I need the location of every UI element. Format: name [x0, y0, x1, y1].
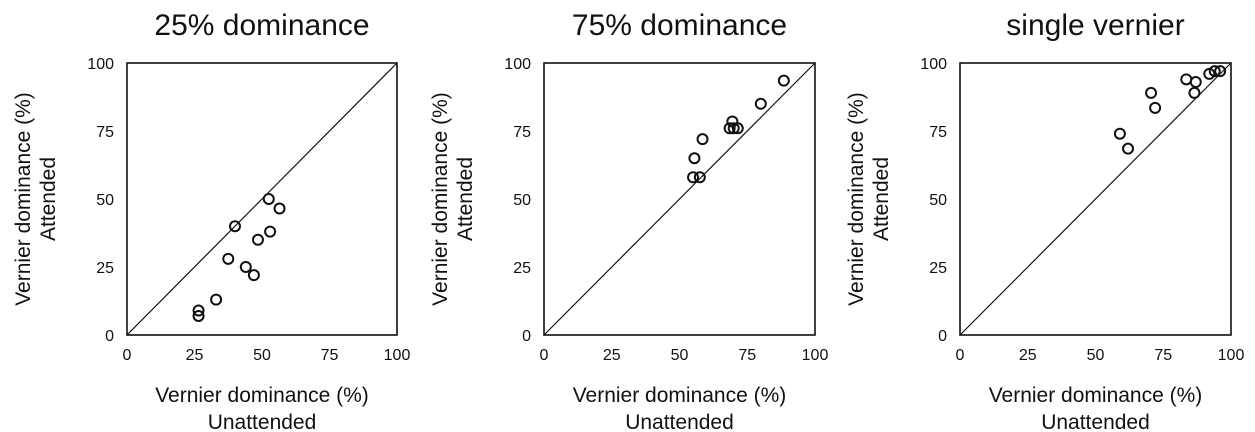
data-point: [1208, 65, 1221, 78]
y-tick-label: 100: [87, 56, 114, 73]
data-point: [777, 74, 790, 87]
y-tick-label: 75: [929, 124, 947, 141]
plot-frame: [543, 62, 816, 336]
x-tick-label: 25: [186, 347, 204, 364]
data-point: [1214, 65, 1227, 78]
data-point: [723, 122, 736, 135]
data-point: [222, 252, 235, 265]
y-tick-label: 25: [929, 260, 947, 277]
y-axis-label: Vernier dominance (%): [429, 92, 452, 306]
x-axis-label: Vernier dominance (%): [573, 384, 787, 407]
x-tick-label: 0: [540, 347, 549, 364]
data-point: [1149, 101, 1162, 114]
data-point: [247, 269, 260, 282]
data-point: [693, 171, 706, 184]
data-point: [687, 171, 700, 184]
x-tick-label: 75: [321, 347, 339, 364]
data-point: [264, 225, 277, 238]
y-tick-label: 100: [920, 56, 947, 73]
x-axis-label-secondary: Unattended: [1041, 411, 1150, 432]
chart-title: 75% dominance: [572, 9, 787, 42]
data-point: [262, 193, 275, 205]
identity-line: [543, 62, 816, 336]
y-tick-label: 75: [96, 124, 114, 141]
identity-line: [126, 62, 398, 336]
y-axis-label-secondary: Attended: [37, 157, 60, 241]
y-tick-label: 50: [96, 192, 114, 209]
y-tick-label: 0: [105, 328, 114, 345]
y-axis-label: Vernier dominance (%): [845, 92, 868, 306]
data-point: [273, 202, 286, 215]
data-point: [1122, 142, 1135, 155]
x-tick-label: 25: [603, 347, 621, 364]
data-point: [251, 233, 264, 246]
x-axis-label: Vernier dominance (%): [155, 384, 369, 407]
x-axis-label: Vernier dominance (%): [989, 384, 1203, 407]
y-tick-label: 0: [938, 328, 947, 345]
x-tick-label: 100: [384, 347, 411, 364]
x-tick-label: 100: [802, 347, 829, 364]
identity-line: [959, 62, 1232, 336]
y-tick-label: 0: [522, 328, 531, 345]
data-point: [210, 293, 223, 306]
y-axis-label: Vernier dominance (%): [12, 92, 35, 306]
y-tick-label: 75: [513, 124, 531, 141]
data-point: [727, 122, 740, 135]
x-tick-label: 75: [1154, 347, 1172, 364]
plot-frame: [959, 62, 1232, 336]
y-tick-label: 50: [929, 192, 947, 209]
y-tick-label: 25: [96, 260, 114, 277]
y-axis-label-secondary: Attended: [870, 157, 893, 241]
data-point: [1180, 73, 1193, 86]
data-point: [1145, 86, 1158, 99]
y-tick-label: 25: [513, 260, 531, 277]
y-tick-label: 50: [513, 192, 531, 209]
data-point: [192, 309, 205, 322]
data-point: [731, 122, 744, 135]
x-tick-label: 50: [253, 347, 271, 364]
x-tick-label: 50: [1087, 347, 1105, 364]
data-point: [688, 152, 701, 165]
data-point: [1113, 127, 1126, 140]
x-tick-label: 75: [738, 347, 756, 364]
x-tick-label: 0: [956, 347, 965, 364]
data-point: [1189, 76, 1202, 89]
data-point: [754, 97, 767, 110]
x-tick-label: 100: [1218, 347, 1245, 364]
data-point: [229, 220, 241, 233]
x-tick-label: 0: [123, 347, 132, 364]
data-point: [696, 133, 709, 146]
y-axis-label-secondary: Attended: [454, 157, 477, 241]
x-tick-label: 50: [671, 347, 689, 364]
chart-title: single vernier: [1006, 9, 1184, 42]
chart-title: 25% dominance: [154, 9, 369, 42]
y-tick-label: 100: [504, 56, 531, 73]
plot-frame: [126, 62, 398, 336]
x-tick-label: 25: [1019, 347, 1037, 364]
data-point: [1188, 86, 1201, 99]
data-point: [239, 261, 252, 273]
data-point: [192, 304, 205, 317]
x-axis-label-secondary: Unattended: [208, 411, 317, 432]
x-axis-label-secondary: Unattended: [625, 411, 734, 432]
